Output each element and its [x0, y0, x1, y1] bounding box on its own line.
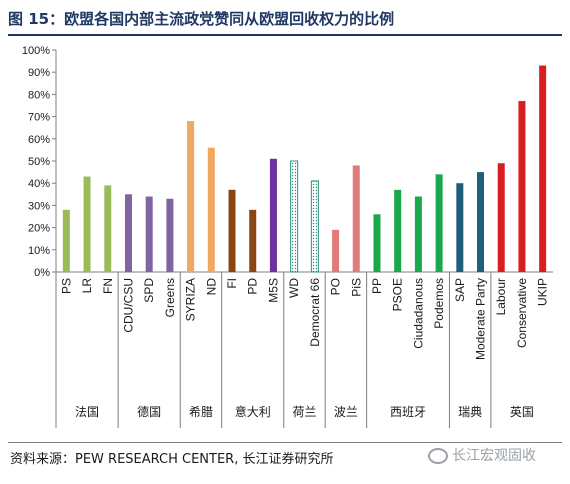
party-label: SYRIZA	[184, 278, 198, 321]
y-tick-label: 70%	[28, 112, 50, 124]
party-label: SPD	[142, 278, 156, 303]
group-label: 英国	[510, 405, 534, 419]
bar-nd	[207, 147, 215, 272]
bar-po	[332, 229, 340, 272]
group-label: 波兰	[334, 405, 358, 419]
wechat-icon	[428, 448, 448, 464]
group-label: 意大利	[235, 404, 271, 419]
y-tick-label: 30%	[28, 200, 50, 212]
y-tick-label: 10%	[28, 245, 50, 257]
party-label: CDU/CSU	[121, 278, 135, 333]
party-label: WD	[287, 278, 301, 298]
party-label: FN	[101, 278, 115, 294]
party-label: PO	[329, 278, 343, 295]
bar-fn	[104, 185, 112, 272]
bar-psoe	[394, 189, 402, 272]
bar-lr	[83, 176, 91, 272]
bar-labour	[497, 163, 505, 272]
bar-podemos	[435, 174, 443, 272]
party-label: Greens	[163, 278, 177, 317]
bar-pd	[249, 209, 257, 272]
party-label: Labour	[494, 278, 508, 315]
party-label: Podemos	[432, 278, 446, 329]
source-note: 资料来源：PEW RESEARCH CENTER, 长江证券研究所	[10, 452, 334, 467]
bar-pp	[373, 214, 381, 272]
party-label: FI	[225, 278, 239, 289]
watermark-text: 长江宏观固收	[452, 448, 536, 464]
party-label: PSOE	[391, 278, 405, 311]
party-label: Democrat 66	[308, 278, 322, 347]
y-tick-label: 60%	[28, 134, 50, 146]
bar-wd	[290, 160, 299, 273]
party-label: M5S	[266, 278, 280, 303]
bar-cdu-csu	[124, 194, 132, 272]
y-tick-label: 80%	[28, 89, 50, 101]
party-label: PiS	[349, 278, 363, 297]
bar-moderate-party	[477, 172, 485, 272]
bar-fi	[228, 189, 236, 272]
party-label: LR	[80, 278, 94, 294]
bar-pis	[352, 165, 360, 272]
bar-chart: 0% 10% 20% 30% 40% 50% 60% 70% 80% 90% 100% PS LR FN 法…	[22, 45, 553, 428]
group-label: 德国	[137, 404, 161, 419]
watermark: 长江宏观固收	[428, 445, 536, 465]
bar-greens	[166, 198, 174, 272]
y-tick-label: 20%	[28, 223, 50, 235]
bar-m5s	[269, 158, 277, 272]
party-label: UKIP	[536, 278, 550, 306]
bar-syriza	[187, 121, 195, 272]
y-tick-label: 100%	[22, 45, 50, 57]
party-label: PD	[246, 278, 260, 295]
bar-ukip	[539, 65, 547, 272]
bar-spd	[145, 196, 153, 272]
group-label: 荷兰	[292, 405, 316, 419]
title-divider	[8, 34, 562, 36]
bar-sap	[456, 183, 464, 272]
y-tick-label: 40%	[28, 178, 50, 190]
y-tick-label: 0%	[34, 267, 50, 279]
bar-ciudadanous	[414, 196, 422, 272]
y-tick-label: 50%	[28, 156, 50, 168]
party-label: PS	[59, 278, 73, 294]
bar-conservative	[518, 101, 526, 272]
y-tick-label: 90%	[28, 67, 50, 79]
party-label: Conservative	[515, 278, 529, 348]
party-label: PP	[370, 278, 384, 294]
party-label: Moderate Party	[474, 278, 488, 360]
bar-democrat-66	[310, 180, 319, 273]
party-label: SAP	[453, 278, 467, 302]
group-label: 法国	[75, 405, 99, 419]
group-label: 希腊	[189, 404, 213, 419]
bar-ps	[62, 209, 70, 272]
chart-title: 图 15：欧盟各国内部主流政党赞同从欧盟回收权力的比例	[8, 10, 395, 28]
group-label: 西班牙	[390, 405, 426, 419]
party-label: ND	[204, 278, 218, 296]
group-label: 瑞典	[458, 405, 482, 419]
footer-divider	[8, 442, 562, 443]
party-label: Ciudadanous	[411, 278, 425, 349]
